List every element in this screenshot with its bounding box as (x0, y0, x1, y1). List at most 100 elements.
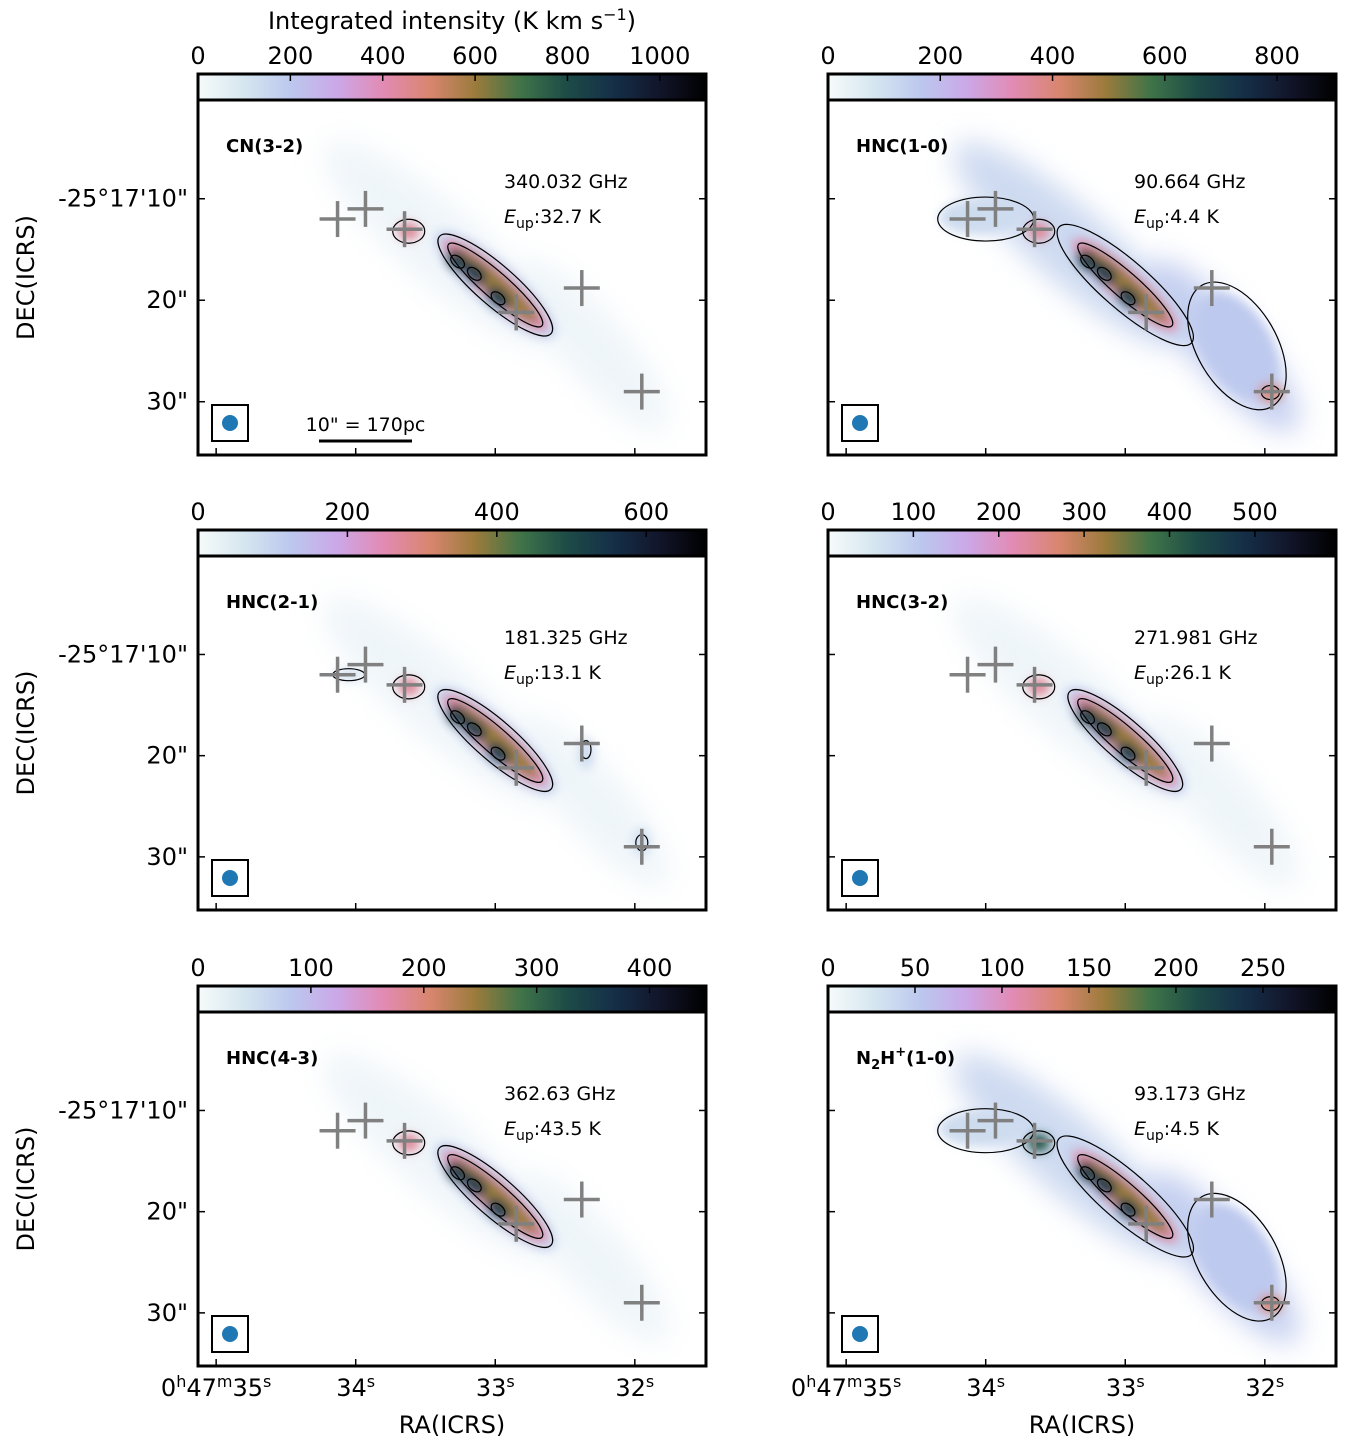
panel-2: 0 200 400 600 -25°17'10" 20" 30" DEC(ICRS) HNC(2… (12, 498, 708, 912)
colorbar-tick-label: 600 (623, 498, 669, 526)
x-tick-label: 0h47m35s (161, 1372, 271, 1402)
colorbar-tick-label: 500 (1232, 498, 1278, 526)
emission-map (319, 597, 670, 887)
plot-frame (196, 1010, 708, 1368)
contour-level-2 (447, 242, 544, 328)
contour-peak (1120, 746, 1136, 761)
contour-level-2 (1077, 698, 1174, 783)
colorbar-tick-label: 0 (190, 498, 205, 526)
colorbar-tick-label: 0 (190, 42, 205, 70)
panel-5: 0 50 100 150 200 250 0h47m35s 34s 33s 32s RA(ICRS)… (791, 954, 1338, 1439)
upper-energy-text: Eup:13.1 K (504, 662, 602, 688)
colorbar (196, 528, 708, 558)
beam-ellipse (222, 870, 238, 886)
source-marker (977, 190, 1014, 227)
contour-peak (450, 710, 466, 725)
colorbar-tick-label: 400 (1147, 498, 1193, 526)
source-marker (498, 294, 535, 331)
beam-box (841, 404, 879, 442)
contour-peak (490, 746, 506, 761)
x-tick-label: 34s (336, 1372, 375, 1402)
beam-ellipse (852, 1326, 868, 1342)
x-tick-label: 33s (1106, 1372, 1145, 1402)
source-marker (949, 201, 986, 238)
upper-energy-text: Eup:32.7 K (504, 206, 602, 232)
source-marker (623, 373, 660, 410)
x-tick-label: 33s (476, 1372, 515, 1402)
source-markers (319, 1102, 660, 1321)
colorbar-tick-label: 0 (820, 42, 835, 70)
source-marker (498, 749, 535, 786)
contour-peak (466, 722, 482, 737)
y-tick-label: 30" (146, 843, 188, 871)
frequency-text: 340.032 GHz (504, 171, 628, 193)
colorbar-tick-label: 200 (1153, 954, 1199, 982)
contour-peak (1120, 291, 1136, 306)
source-marker (1253, 373, 1290, 410)
y-tick-label: 30" (146, 388, 188, 416)
source-marker (319, 1112, 356, 1149)
contour-peak (466, 1178, 482, 1193)
panel-label: HNC(4-3) (226, 1048, 318, 1069)
y-tick-label: -25°17'10" (58, 640, 188, 668)
emission-map (319, 141, 669, 432)
panel-4: 0 100 200 300 400 -25°17'10" 20" 30" DEC(ICRS) 0h… (12, 954, 708, 1439)
contour-peak (1096, 722, 1112, 737)
colorbar-tick-label: 400 (474, 498, 520, 526)
source-marker (977, 1102, 1014, 1139)
colorbar-tick-label: 400 (1030, 42, 1076, 70)
frequency-text: 90.664 GHz (1134, 171, 1246, 193)
plot-frame (826, 98, 1338, 457)
frequency-text: 181.325 GHz (504, 627, 628, 649)
contour-peak (1096, 266, 1112, 281)
axis-ticks (198, 197, 706, 455)
beam-box (211, 404, 249, 442)
panel-label: CN(3-2) (226, 136, 303, 157)
panel-label: HNC(1-0) (856, 136, 948, 157)
contour-clump (392, 1130, 426, 1156)
source-marker (319, 201, 356, 238)
y-tick-label: 20" (146, 742, 188, 770)
contour-level-2 (447, 1154, 544, 1239)
contour-peak (1080, 1166, 1096, 1181)
source-marker (1193, 270, 1230, 307)
beam-ellipse (222, 415, 238, 431)
source-marker (563, 1181, 600, 1218)
plot-frame (826, 554, 1338, 912)
axis-ticks (198, 1109, 706, 1366)
colorbar-tick-label: 1000 (629, 42, 690, 70)
beam-ellipse (852, 870, 868, 886)
contour-clump (392, 218, 426, 244)
y-tick-label: 20" (146, 286, 188, 314)
colorbar-title: Integrated intensity (K km s−1) (268, 5, 636, 35)
source-markers (949, 646, 1290, 865)
colorbar-tick-label: 200 (267, 42, 313, 70)
source-marker (977, 646, 1014, 683)
x-axis-title: RA(ICRS) (1029, 1411, 1136, 1439)
source-marker (1016, 1122, 1053, 1159)
panel-3: 0 100 200 300 400 500 HNC(3-2) 271.981 GHz Eup:2… (820, 498, 1338, 912)
contour-peak (490, 291, 506, 306)
source-marker (1128, 1205, 1165, 1242)
panel-label: HNC(3-2) (856, 592, 948, 613)
contour-clump (1022, 218, 1056, 244)
colorbar-tick-label: 800 (545, 42, 591, 70)
source-marker (563, 270, 600, 307)
panel-label: N2H+(1-0) (856, 1045, 955, 1073)
source-marker (1193, 1181, 1230, 1218)
source-markers (949, 190, 1290, 410)
colorbar-tick-label: 100 (979, 954, 1025, 982)
contour-level-1 (1067, 689, 1184, 792)
source-marker (1253, 1284, 1290, 1321)
ridge (1027, 677, 1186, 795)
source-marker (319, 656, 356, 693)
colorbar (826, 72, 1338, 102)
contour-level-2 (447, 698, 544, 783)
source-markers (949, 1102, 1290, 1321)
emission-map (949, 597, 1300, 887)
y-tick-label: 30" (146, 1299, 188, 1327)
source-marker (347, 190, 384, 227)
source-marker (1128, 294, 1165, 331)
colorbar-tick-label: 400 (627, 954, 673, 982)
upper-energy-text: Eup:4.4 K (1134, 206, 1219, 232)
